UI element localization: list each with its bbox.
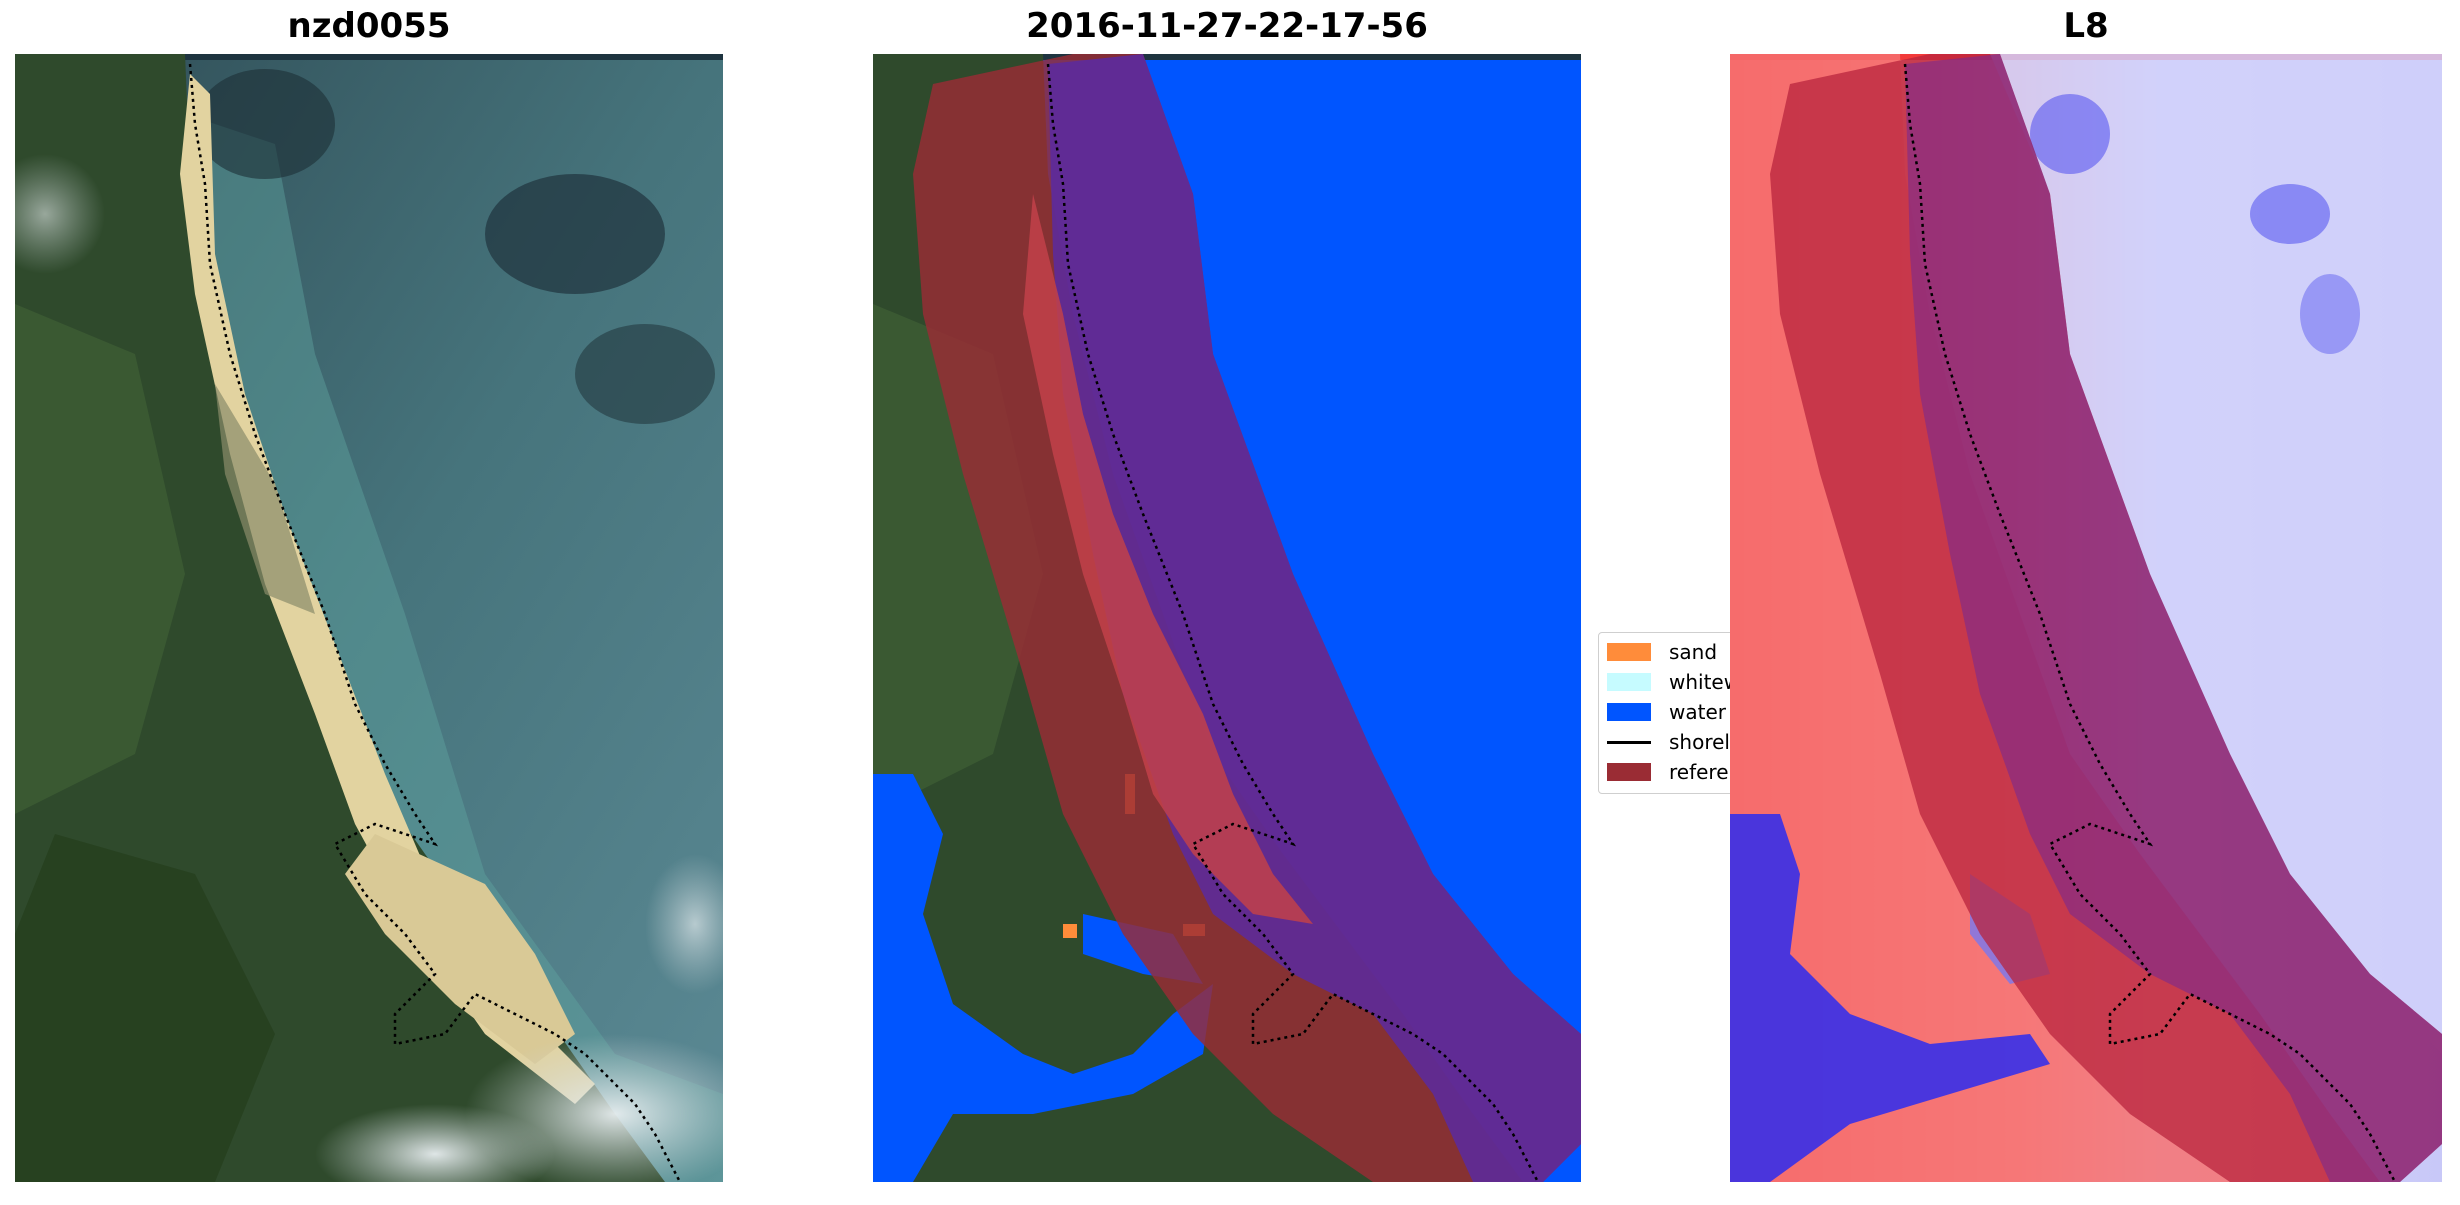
legend-line-shoreline bbox=[1607, 740, 1651, 744]
legend-item-reference: referer bbox=[1607, 759, 1737, 785]
l8-image-panel bbox=[1730, 54, 2442, 1182]
rgb-image-panel bbox=[15, 54, 723, 1182]
legend-label-shoreline: shorel bbox=[1669, 730, 1730, 754]
panel-title-rgb: nzd0055 bbox=[287, 6, 451, 46]
legend-label-water: water bbox=[1669, 700, 1726, 724]
legend-swatch-sand bbox=[1607, 643, 1651, 661]
legend-swatch-whitewater bbox=[1607, 673, 1651, 691]
legend-label-whitewater: whitew bbox=[1669, 670, 1741, 694]
l8-image bbox=[1730, 54, 2442, 1182]
legend: sand whitew water shorel referer bbox=[1598, 632, 1750, 794]
legend-swatch-water bbox=[1607, 703, 1651, 721]
legend-label-reference: referer bbox=[1669, 760, 1737, 784]
legend-item-shoreline: shorel bbox=[1607, 729, 1730, 755]
legend-item-water: water bbox=[1607, 699, 1726, 725]
panel-title-classified: 2016-11-27-22-17-56 bbox=[1026, 6, 1428, 46]
legend-item-whitewater: whitew bbox=[1607, 669, 1740, 695]
rgb-image bbox=[15, 54, 723, 1182]
classified-image bbox=[873, 54, 1581, 1182]
classified-image-panel bbox=[873, 54, 1581, 1182]
legend-label-sand: sand bbox=[1669, 640, 1718, 664]
legend-item-sand: sand bbox=[1607, 639, 1717, 665]
legend-swatch-reference bbox=[1607, 763, 1651, 781]
panel-title-l8: L8 bbox=[2063, 6, 2109, 46]
